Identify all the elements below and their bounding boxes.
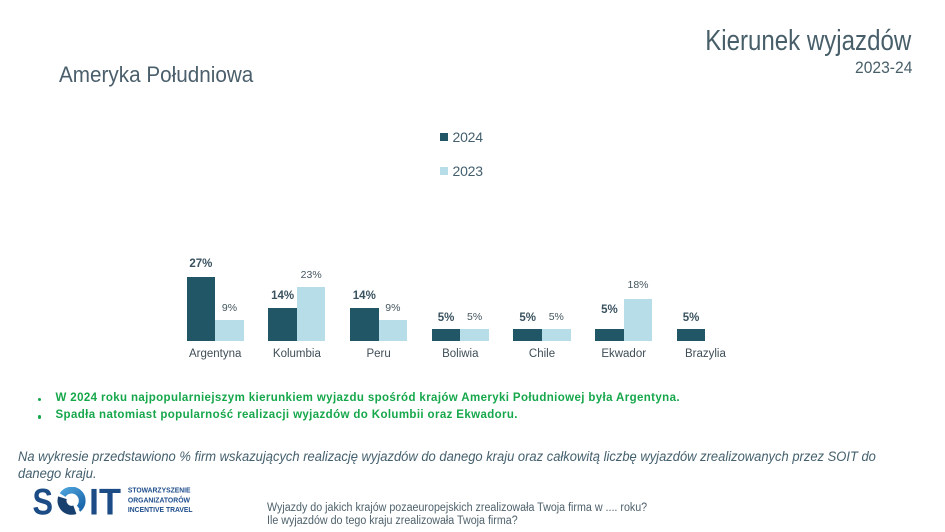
svg-text:STOWARZYSZENIE: STOWARZYSZENIE xyxy=(128,487,191,495)
svg-text:S: S xyxy=(33,487,53,519)
svg-text:INCENTIVE TRAVEL: INCENTIVE TRAVEL xyxy=(128,505,193,514)
svg-text:IT: IT xyxy=(89,487,121,519)
svg-text:ORGANIZATORÓW: ORGANIZATORÓW xyxy=(128,495,190,504)
